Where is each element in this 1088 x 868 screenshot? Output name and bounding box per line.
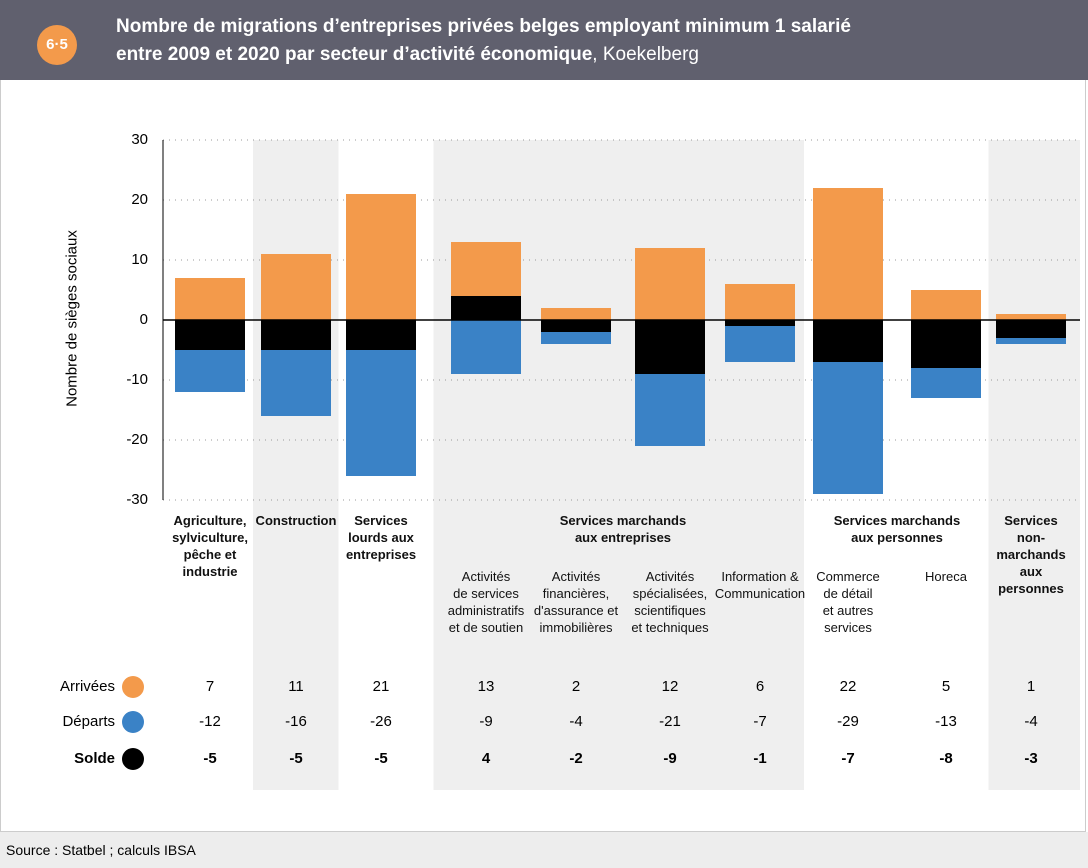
value-label: -5 <box>203 750 216 767</box>
category-label: Information & Communication <box>714 569 806 601</box>
header <box>0 0 1088 80</box>
title-line: Nombre de migrations d’entreprises privé… <box>116 16 851 37</box>
category-label: Horeca <box>925 569 967 584</box>
bar <box>635 320 705 374</box>
value-label: 7 <box>206 678 214 695</box>
category-label: Activités de services administratifs et … <box>447 569 525 635</box>
group-label: Agriculture, sylviculture, pêche et indu… <box>172 513 248 579</box>
value-label: -8 <box>939 750 952 767</box>
frame <box>0 80 1086 832</box>
category-label: Commerce de détail et autres services <box>816 569 880 635</box>
bar <box>813 188 883 320</box>
value-label: -29 <box>837 713 859 730</box>
bar <box>541 320 611 332</box>
y-tick-label: -20 <box>126 431 148 448</box>
bar <box>261 320 331 350</box>
bar <box>346 320 416 350</box>
value-label: -16 <box>285 713 307 730</box>
value-label: -21 <box>659 713 681 730</box>
value-label: 13 <box>478 678 495 695</box>
value-label: -3 <box>1024 750 1037 767</box>
value-label: -5 <box>374 750 387 767</box>
y-tick-label: 30 <box>131 131 148 148</box>
value-label: -4 <box>569 713 582 730</box>
source: Source : Statbel ; calculs IBSA <box>0 832 1088 868</box>
group-label: Services marchands aux entreprises <box>559 513 687 545</box>
category-label: Activités financières, d'assurance et im… <box>533 569 619 635</box>
bar <box>813 320 883 362</box>
title-place: , Koekelberg <box>592 44 699 65</box>
value-label: 12 <box>662 678 679 695</box>
value-label: -2 <box>569 750 582 767</box>
value-label: -1 <box>753 750 766 767</box>
value-label: -26 <box>370 713 392 730</box>
bar <box>175 278 245 320</box>
value-label: -9 <box>479 713 492 730</box>
value-label: -4 <box>1024 713 1037 730</box>
bar <box>175 320 245 350</box>
bar <box>911 290 981 320</box>
group-label: Services lourds aux entreprises <box>345 513 417 562</box>
y-tick-label: -30 <box>126 491 148 508</box>
bar <box>996 314 1066 320</box>
bar <box>541 308 611 320</box>
value-label: -13 <box>935 713 957 730</box>
legend-label: Arrivées <box>60 678 115 695</box>
bar <box>725 320 795 326</box>
bar <box>996 320 1066 338</box>
bar <box>725 284 795 320</box>
badge: 6·5 <box>37 25 77 65</box>
group-bands <box>253 140 1080 790</box>
value-label: 1 <box>1027 678 1035 695</box>
bar <box>451 296 521 320</box>
group-band <box>988 140 1080 790</box>
chart: -30 -20 -10 0 10 20 30 Arrivées 7 11 21 13 2 12 6 22 5 1 D… <box>60 131 1080 790</box>
y-tick-label: 20 <box>131 191 148 208</box>
value-label: 21 <box>373 678 390 695</box>
bar <box>261 254 331 320</box>
title-line: entre 2009 et 2020 par secteur d’activit… <box>116 44 593 65</box>
y-tick-label: 10 <box>131 251 148 268</box>
group-band <box>253 140 339 790</box>
bar <box>346 194 416 320</box>
title-line: entre 2009 et 2020 par secteur d’activit… <box>116 44 699 66</box>
legend-label: Solde <box>74 750 115 767</box>
value-label: 2 <box>572 678 580 695</box>
group-label: Services marchands aux personnes <box>833 513 961 545</box>
bar <box>911 320 981 368</box>
legend-marker <box>122 711 144 733</box>
value-label: -12 <box>199 713 221 730</box>
legend-label: Départs <box>62 713 115 730</box>
value-label: 22 <box>840 678 857 695</box>
value-label: -7 <box>841 750 854 767</box>
y-tick-label: -10 <box>126 371 148 388</box>
category-label: Activités spécialisées, scientifiques et… <box>631 569 709 635</box>
value-label: 11 <box>288 678 304 695</box>
bar <box>451 320 521 374</box>
bar <box>635 248 705 320</box>
legend-marker <box>122 676 144 698</box>
value-label: -7 <box>753 713 766 730</box>
group-label: Construction <box>255 513 337 528</box>
bar <box>725 320 795 362</box>
value-label: -9 <box>663 750 676 767</box>
legend-marker <box>122 748 144 770</box>
value-label: -5 <box>289 750 302 767</box>
value-label: 5 <box>942 678 950 695</box>
value-label: 4 <box>482 750 491 767</box>
y-tick-label: 0 <box>140 311 148 328</box>
group-label: Services non-marchands aux personnes <box>996 513 1066 596</box>
value-label: 6 <box>756 678 764 695</box>
